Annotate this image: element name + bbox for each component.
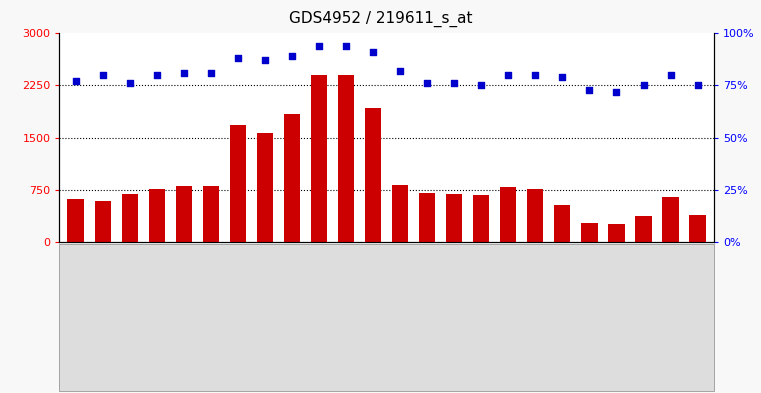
Bar: [256, 133, 273, 242]
Point: [556, 74, 568, 80]
Point: [232, 55, 244, 62]
Bar: [68, 198, 84, 242]
Point: [584, 86, 596, 93]
Bar: [230, 125, 246, 242]
Bar: [581, 223, 597, 242]
Point: [205, 70, 217, 76]
Bar: [554, 205, 571, 242]
Point: [638, 82, 650, 88]
Point: [692, 82, 704, 88]
Bar: [446, 195, 463, 242]
Bar: [689, 215, 705, 242]
Point: [664, 72, 677, 78]
Text: GDS4952 / 219611_s_at: GDS4952 / 219611_s_at: [288, 11, 473, 27]
Bar: [176, 186, 192, 242]
Point: [151, 72, 163, 78]
Point: [529, 72, 541, 78]
Bar: [338, 75, 354, 242]
Bar: [662, 197, 679, 242]
Point: [421, 80, 433, 86]
Point: [313, 43, 325, 49]
Bar: [94, 201, 111, 242]
Point: [610, 88, 622, 95]
Point: [340, 43, 352, 49]
Point: [259, 57, 271, 64]
Bar: [608, 224, 625, 242]
Bar: [500, 187, 517, 242]
Bar: [202, 186, 219, 242]
Bar: [284, 114, 300, 242]
Bar: [310, 75, 327, 242]
Point: [367, 49, 379, 55]
Point: [286, 53, 298, 59]
Point: [448, 80, 460, 86]
Point: [394, 68, 406, 74]
Bar: [473, 195, 489, 242]
Bar: [365, 108, 381, 242]
Bar: [527, 189, 543, 242]
Bar: [635, 216, 651, 242]
Bar: [419, 193, 435, 242]
Point: [123, 80, 135, 86]
Point: [475, 82, 487, 88]
Bar: [392, 185, 408, 242]
Point: [177, 70, 189, 76]
Bar: [122, 195, 138, 242]
Point: [69, 78, 81, 84]
Bar: [148, 189, 165, 242]
Point: [97, 72, 109, 78]
Point: [502, 72, 514, 78]
